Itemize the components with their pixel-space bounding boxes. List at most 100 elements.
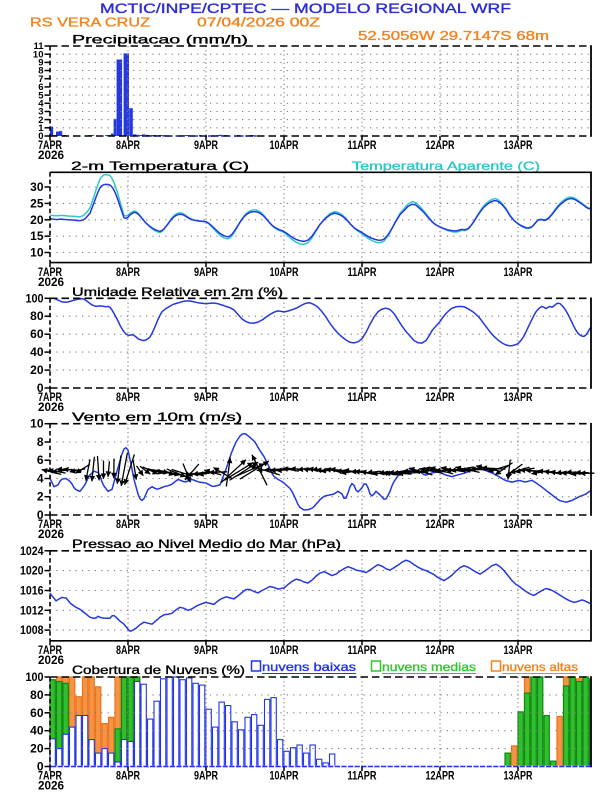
svg-text:1012: 1012 xyxy=(20,603,44,617)
svg-text:12APR: 12APR xyxy=(426,140,456,152)
svg-text:9APR: 9APR xyxy=(194,392,219,404)
svg-text:07/04/2026 00Z: 07/04/2026 00Z xyxy=(197,16,321,30)
svg-text:10APR: 10APR xyxy=(270,392,300,404)
svg-text:11APR: 11APR xyxy=(348,140,378,152)
svg-text:Precipitacao (mm/h): Precipitacao (mm/h) xyxy=(72,33,248,47)
svg-text:20: 20 xyxy=(30,213,44,227)
svg-text:9APR: 9APR xyxy=(194,267,219,279)
svg-text:40: 40 xyxy=(30,345,44,359)
svg-text:8: 8 xyxy=(38,66,43,77)
svg-text:9APR: 9APR xyxy=(194,645,219,657)
svg-text:0: 0 xyxy=(37,381,44,395)
svg-text:10APR: 10APR xyxy=(270,645,300,657)
svg-text:0: 0 xyxy=(38,131,43,142)
svg-text:12APR: 12APR xyxy=(426,771,456,783)
svg-text:2026: 2026 xyxy=(38,402,64,414)
svg-text:nuvens altas: nuvens altas xyxy=(502,660,578,674)
svg-text:6: 6 xyxy=(38,82,43,93)
svg-text:11APR: 11APR xyxy=(348,267,378,279)
svg-text:60: 60 xyxy=(30,327,44,341)
svg-text:13APR: 13APR xyxy=(504,392,534,404)
svg-text:1020: 1020 xyxy=(20,564,44,578)
svg-text:12APR: 12APR xyxy=(426,645,456,657)
svg-text:RS VERA CRUZ: RS VERA CRUZ xyxy=(30,16,150,30)
svg-text:Vento em 10m (m/s): Vento em 10m (m/s) xyxy=(72,410,242,424)
svg-text:2-m Temperatura (C): 2-m Temperatura (C) xyxy=(71,159,249,173)
svg-text:Pressao ao Nivel Medio do Mar: Pressao ao Nivel Medio do Mar (hPa) xyxy=(72,537,341,551)
svg-text:0: 0 xyxy=(37,508,44,522)
svg-text:80: 80 xyxy=(30,688,44,702)
svg-text:11APR: 11APR xyxy=(348,519,378,531)
svg-text:9: 9 xyxy=(38,58,43,69)
svg-text:8APR: 8APR xyxy=(116,392,141,404)
svg-text:3: 3 xyxy=(38,107,43,118)
svg-text:10APR: 10APR xyxy=(270,140,300,152)
svg-text:1008: 1008 xyxy=(20,623,44,637)
svg-text:2026: 2026 xyxy=(38,277,64,289)
svg-text:8APR: 8APR xyxy=(116,645,141,657)
svg-text:2026: 2026 xyxy=(38,529,64,541)
svg-text:7APR: 7APR xyxy=(38,392,63,404)
svg-text:2026: 2026 xyxy=(38,150,64,162)
svg-text:7APR: 7APR xyxy=(38,140,63,152)
svg-text:12APR: 12APR xyxy=(426,267,456,279)
svg-text:7APR: 7APR xyxy=(38,645,63,657)
svg-text:10: 10 xyxy=(33,49,44,60)
svg-text:80: 80 xyxy=(30,309,44,323)
svg-text:8APR: 8APR xyxy=(116,267,141,279)
svg-text:10APR: 10APR xyxy=(270,267,300,279)
svg-text:60: 60 xyxy=(30,706,44,720)
svg-text:9APR: 9APR xyxy=(194,771,219,783)
svg-text:13APR: 13APR xyxy=(504,645,534,657)
svg-text:10: 10 xyxy=(30,246,44,260)
svg-text:9APR: 9APR xyxy=(194,140,219,152)
svg-text:MCTIC/INPE/CPTEC — MODELO REGI: MCTIC/INPE/CPTEC — MODELO REGIONAL WRF xyxy=(100,1,511,16)
svg-text:11APR: 11APR xyxy=(348,392,378,404)
svg-text:11APR: 11APR xyxy=(348,771,378,783)
svg-text:Temperatura Aparente (C): Temperatura Aparente (C) xyxy=(352,159,540,173)
svg-text:10APR: 10APR xyxy=(270,771,300,783)
svg-text:12APR: 12APR xyxy=(426,519,456,531)
svg-text:100: 100 xyxy=(26,291,44,305)
svg-text:7APR: 7APR xyxy=(38,771,63,783)
svg-text:40: 40 xyxy=(30,724,44,738)
svg-text:2026: 2026 xyxy=(38,655,64,667)
svg-text:25: 25 xyxy=(30,196,44,210)
svg-text:0: 0 xyxy=(37,760,44,774)
svg-text:52.5056W 29.7147S 68m: 52.5056W 29.7147S 68m xyxy=(358,29,549,43)
svg-text:6: 6 xyxy=(37,453,44,467)
svg-text:7APR: 7APR xyxy=(38,267,63,279)
svg-text:2: 2 xyxy=(38,115,43,126)
svg-text:8APR: 8APR xyxy=(116,519,141,531)
svg-text:8: 8 xyxy=(37,435,44,449)
svg-text:11: 11 xyxy=(33,41,44,52)
svg-text:4: 4 xyxy=(37,472,44,486)
svg-text:11APR: 11APR xyxy=(348,645,378,657)
svg-text:13APR: 13APR xyxy=(504,267,534,279)
svg-text:9APR: 9APR xyxy=(194,519,219,531)
svg-text:nuvens baixas: nuvens baixas xyxy=(262,660,356,674)
svg-text:nuvens medias: nuvens medias xyxy=(382,660,476,674)
svg-text:12APR: 12APR xyxy=(426,392,456,404)
svg-text:30: 30 xyxy=(30,180,44,194)
svg-text:Umidade Relativa em 2m (%): Umidade Relativa em 2m (%) xyxy=(72,285,283,299)
svg-text:13APR: 13APR xyxy=(504,519,534,531)
svg-text:8APR: 8APR xyxy=(116,140,141,152)
svg-text:100: 100 xyxy=(26,670,44,684)
svg-text:1: 1 xyxy=(38,123,44,134)
svg-text:20: 20 xyxy=(30,363,44,377)
svg-text:2: 2 xyxy=(37,490,44,504)
svg-text:13APR: 13APR xyxy=(504,771,534,783)
svg-text:20: 20 xyxy=(30,742,44,756)
svg-text:13APR: 13APR xyxy=(504,140,534,152)
svg-text:4: 4 xyxy=(38,99,44,110)
svg-text:10APR: 10APR xyxy=(270,519,300,531)
svg-text:Cobertura de Nuvens (%): Cobertura de Nuvens (%) xyxy=(72,663,245,677)
svg-text:10: 10 xyxy=(30,417,44,431)
svg-text:1016: 1016 xyxy=(20,584,44,598)
svg-text:1024: 1024 xyxy=(20,544,44,558)
svg-text:8APR: 8APR xyxy=(116,771,141,783)
svg-text:5: 5 xyxy=(38,90,44,101)
svg-text:2026: 2026 xyxy=(38,781,64,792)
svg-text:15: 15 xyxy=(30,229,44,243)
